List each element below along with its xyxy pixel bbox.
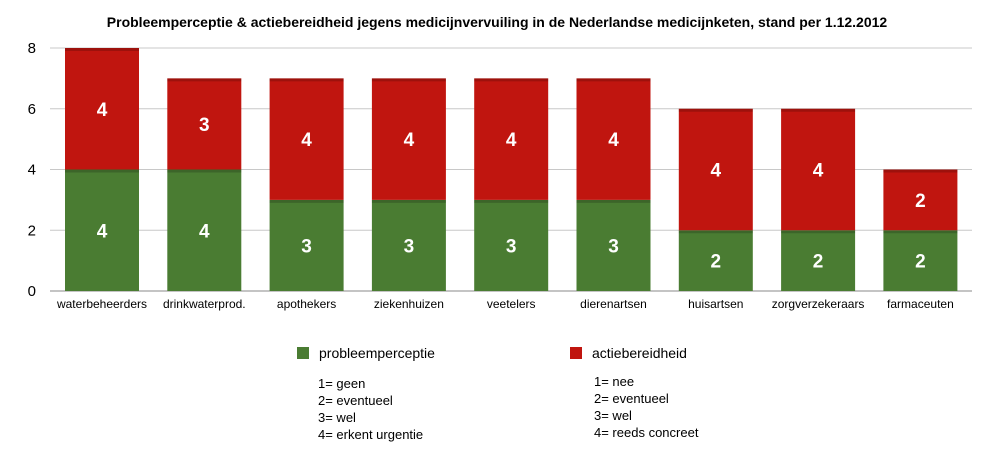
bar-segment-shade [474,199,549,203]
legend-item-probleemperceptie: probleemperceptie [297,345,435,361]
x-category-label: dierenartsen [580,297,647,311]
bar-segment-shade [678,108,753,112]
note-line: 1= nee [594,374,635,389]
y-tick-label: 6 [28,101,36,118]
bar-segment-shade [678,230,753,234]
x-category-label: waterbeheerders [56,297,147,311]
bar-segment-actiebereidheid [678,108,753,231]
x-category-label: veetelers [487,297,536,311]
data-label: 3 [301,236,312,257]
bar-segment-shade [883,169,958,173]
bar-segment-actiebereidheid [167,78,242,170]
data-label: 2 [915,252,926,273]
note-line: 2= eventueel [318,393,393,408]
bar-segment-probleemperceptie [576,199,651,291]
x-category-label: huisartsen [688,297,743,311]
bar-segment-probleemperceptie [269,199,344,291]
bar-segment-probleemperceptie [781,230,856,291]
bar-segment-shade [269,199,344,203]
bar-segment-shade [781,230,856,234]
note-line: 4= erkent urgentie [318,427,424,442]
data-label: 4 [711,161,722,182]
bar-segment-actiebereidheid [474,78,549,200]
bar-segment-shade [167,78,242,82]
data-label: 2 [711,252,722,273]
data-label: 4 [97,221,108,242]
bar-segment-shade [883,230,958,234]
note-line: 4= reeds concreet [594,425,699,440]
bar-segment-actiebereidheid [65,48,139,170]
bar-segment-actiebereidheid [781,108,856,231]
bar-segment-probleemperceptie [371,199,446,291]
note-line: 3= wel [318,410,356,425]
bar-segment-shade [576,78,651,82]
data-label: 4 [301,130,312,151]
legend-item-actiebereidheid: actiebereidheid [570,345,687,361]
y-tick-label: 4 [28,162,36,179]
bar-segment-actiebereidheid [883,169,958,231]
bar-segment-actiebereidheid [269,78,344,200]
x-category-label: drinkwaterprod. [163,297,246,311]
bar-segment-shade [65,169,139,173]
bar-segment-shade [576,199,651,203]
bars: 4 4 4 3 3 4 3 4 3 4 3 4 2 4 2 4 2 2 [65,48,958,291]
data-label: 3 [506,236,517,257]
chart-title: Probleemperceptie & actiebereidheid jege… [107,14,888,30]
data-label: 4 [97,100,108,121]
bar-segment-shade [269,78,344,82]
note-line: 2= eventueel [594,391,669,406]
data-label: 2 [915,191,926,212]
legend-swatch-red [570,347,582,359]
x-category-label: ziekenhuizen [374,297,444,311]
data-label: 2 [813,252,824,273]
bar-segment-probleemperceptie [883,230,958,291]
data-label: 3 [199,115,210,136]
bar-segment-shade [371,78,446,82]
bar-segment-shade [65,48,139,51]
x-axis-categories: waterbeheerders drinkwaterprod. apothekers… [56,297,954,311]
x-category-label: farmaceuten [887,297,954,311]
data-label: 4 [608,130,619,151]
note-line: 3= wel [594,408,632,423]
bar-segment-shade [167,169,242,173]
legend-label: probleemperceptie [319,345,435,361]
y-tick-label: 2 [28,222,36,239]
data-label: 3 [608,236,619,257]
legend-notes-actiebereidheid: 1= nee 2= eventueel 3= wel 4= reeds conc… [594,373,698,441]
data-label: 4 [404,130,415,151]
data-label: 4 [813,161,824,182]
bar-segment-shade [474,78,549,82]
bar-segment-shade [781,108,856,112]
bar-segment-actiebereidheid [576,78,651,200]
bar-segment-probleemperceptie [474,199,549,291]
note-line: 1= geen [318,376,366,391]
legend-label: actiebereidheid [592,345,687,361]
y-tick-label: 8 [28,40,36,57]
x-category-label: zorgverzekeraars [772,297,865,311]
bar-segment-probleemperceptie [167,169,242,291]
y-tick-label: 0 [28,283,36,300]
legend-notes-probleemperceptie: 1= geen 2= eventueel 3= wel 4= erkent ur… [318,375,423,443]
data-label: 4 [199,221,210,242]
x-category-label: apothekers [277,297,336,311]
bar-segment-actiebereidheid [371,78,446,200]
bar-segment-probleemperceptie [678,230,753,291]
data-label: 3 [404,236,415,257]
y-axis-ticks: 0 2 4 6 8 [28,40,36,300]
bar-segment-shade [371,199,446,203]
legend-swatch-green [297,347,309,359]
data-label: 4 [506,130,517,151]
bar-segment-probleemperceptie [65,169,139,291]
